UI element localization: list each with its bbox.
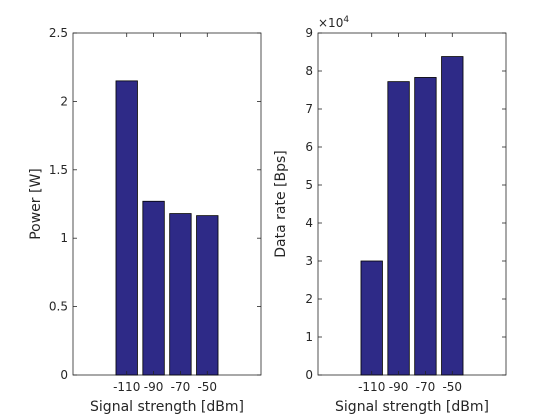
- plot-area: [317, 32, 507, 376]
- bar--50: [196, 215, 219, 376]
- y-tick-label: 2: [60, 94, 68, 108]
- plot-area: [72, 32, 262, 376]
- y-tick-label: 1.5: [49, 163, 68, 177]
- bar--70: [169, 213, 192, 376]
- y-tick-label: 0.5: [49, 300, 68, 314]
- x-tick-label: -90: [389, 380, 409, 394]
- y-tick-label: 1: [305, 330, 313, 344]
- x-axis-label: Signal strength [dBm]: [90, 399, 244, 415]
- y-tick-label: 6: [305, 140, 313, 154]
- y-tick-label: 7: [305, 102, 313, 116]
- x-tick-label: -50: [442, 380, 462, 394]
- y-tick-label: 3: [305, 254, 313, 268]
- x-axis-label: Signal strength [dBm]: [335, 399, 489, 415]
- y-axis-label: Data rate [Bps]: [273, 150, 289, 257]
- y-tick-label: 1: [60, 231, 68, 245]
- right-chart-panel: 0 1 2 3 4 5 6 7 8 9 -110 -90 -70 -50 Signal strength […: [273, 15, 507, 415]
- bar--50: [441, 56, 464, 376]
- x-tick-label: -110: [358, 380, 385, 394]
- x-tick-label: -70: [416, 380, 436, 394]
- bar--110: [360, 260, 383, 376]
- y-axis-exponent: ×104: [318, 15, 349, 30]
- y-tick-label: 2: [305, 292, 313, 306]
- y-tick-label: 8: [305, 64, 313, 78]
- bar--70: [414, 77, 437, 376]
- bar--90: [142, 200, 165, 376]
- y-axis-exponent-power: 4: [343, 15, 349, 25]
- left-chart-panel: 0 0.5 1 1.5 2 2.5 -110 -90 -70 -50 Signal strength…: [28, 26, 262, 415]
- x-tick-label: -70: [171, 380, 191, 394]
- y-tick-label: 0: [60, 368, 68, 382]
- y-tick-label: 4: [305, 216, 313, 230]
- y-tick-label: 0: [305, 368, 313, 382]
- x-tick-label: -90: [144, 380, 164, 394]
- y-tick-label: 5: [305, 178, 313, 192]
- bar--90: [387, 81, 410, 376]
- x-tick-label: -50: [197, 380, 217, 394]
- y-tick-label: 2.5: [49, 26, 68, 40]
- bar--110: [115, 80, 138, 376]
- y-axis-label: Power [W]: [28, 168, 44, 240]
- y-tick-label: 9: [305, 26, 313, 40]
- x-tick-label: -110: [113, 380, 140, 394]
